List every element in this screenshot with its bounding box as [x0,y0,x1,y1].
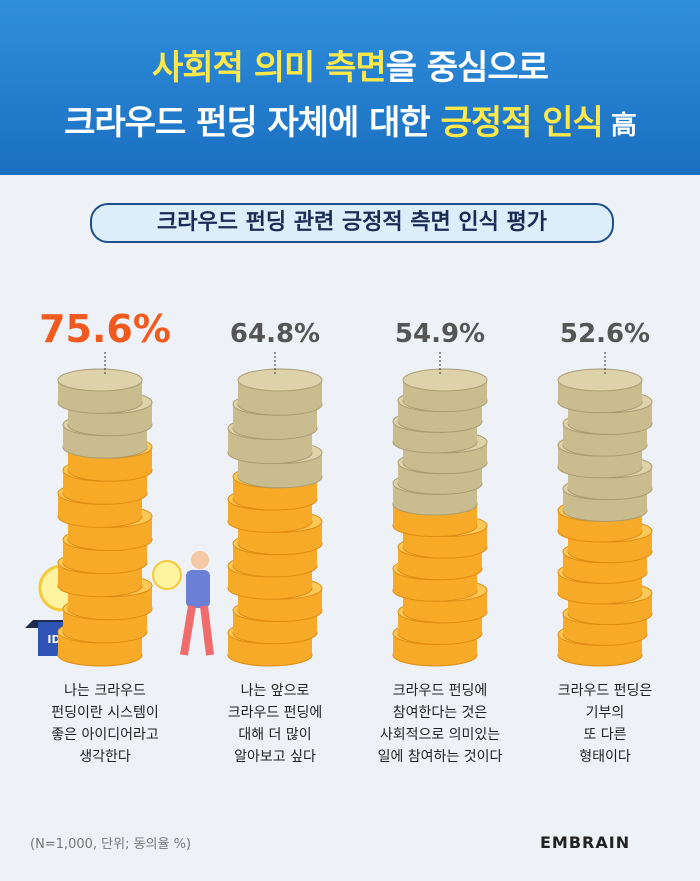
coin-stack [392,492,488,667]
value-label: 64.8% [230,319,320,349]
subtitle: 크라우드 펀딩 관련 긍정적 측면 인식 평가 [90,203,614,243]
note: (N=1,000, 단위; 동의율 %) [30,837,192,852]
value-label: 52.6% [560,319,650,349]
coin-face [57,368,143,392]
value-label: 54.9% [395,319,485,349]
title-part: 을 중심으로 [385,48,549,88]
coin-stack-rest [557,368,653,522]
category-label: 크라우드 펀딩에 참여한다는 것은 사회적으로 의미있는 일에 참여하는 것이다 [377,683,503,765]
title-part: 高 [602,111,637,141]
coin-stack [57,435,153,667]
coin-stack-rest [227,368,323,489]
person [152,551,214,656]
title-line: 크라우드 펀딩 자체에 대한 긍정적 인식 高 [0,95,700,144]
title-line: 사회적 의미 측면을 중심으로 [0,40,700,89]
category-label: 나는 크라우드 펀딩이란 시스템이 좋은 아이디어라고 생각한다 [51,683,159,765]
category-label: 크라우드 펀딩은 기부의 또 다른 형태이다 [557,683,653,765]
coin-stack-rest [392,368,488,516]
title-part: 크라우드 펀딩 자체에 대한 [64,103,441,143]
coin-stack [227,465,323,667]
title-part: 긍정적 인식 [440,103,604,143]
header [0,0,700,175]
coin-stack-rest [57,368,153,459]
brand: EMBRAIN [540,833,631,852]
title-part: 사회적 의미 측면 [152,48,387,88]
coin-face [557,368,643,392]
coin-face [402,368,488,392]
coin-stack [557,498,653,667]
category-label: 나는 앞으로 크라우드 펀딩에 대해 더 많이 알아보고 싶다 [227,683,323,765]
value-label: 75.6% [39,307,171,351]
coin-face [237,368,323,392]
